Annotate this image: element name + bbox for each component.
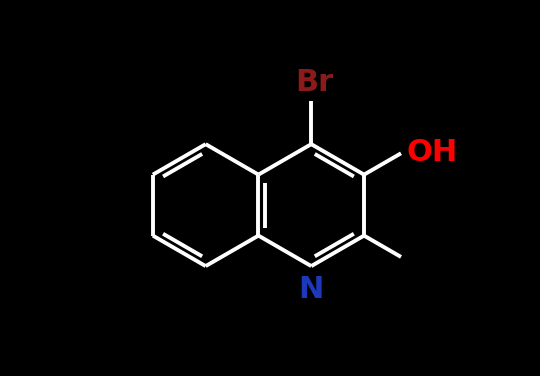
Text: N: N [299,274,324,304]
Text: OH: OH [407,138,458,167]
Text: Br: Br [295,68,333,97]
